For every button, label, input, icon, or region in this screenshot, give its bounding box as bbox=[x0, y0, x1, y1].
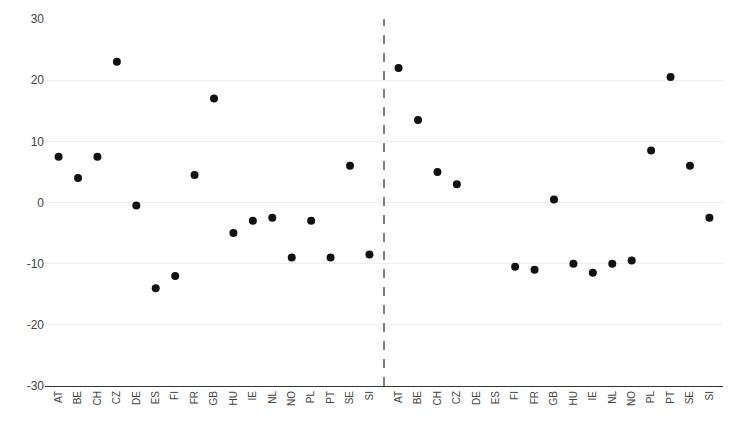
svg-text:CH: CH bbox=[432, 391, 443, 405]
svg-text:FR: FR bbox=[189, 391, 200, 404]
svg-text:IE: IE bbox=[247, 391, 258, 401]
svg-text:PT: PT bbox=[665, 391, 676, 404]
svg-text:-30: -30 bbox=[27, 379, 45, 393]
svg-text:PL: PL bbox=[645, 391, 656, 404]
svg-text:BE: BE bbox=[72, 391, 83, 405]
svg-text:SI: SI bbox=[364, 391, 375, 400]
svg-text:BE: BE bbox=[412, 391, 423, 405]
svg-text:AT: AT bbox=[393, 391, 404, 403]
svg-text:CH: CH bbox=[92, 391, 103, 405]
svg-text:FI: FI bbox=[169, 391, 180, 400]
svg-text:DE: DE bbox=[471, 391, 482, 405]
svg-text:NO: NO bbox=[286, 391, 297, 406]
svg-text:GB: GB bbox=[208, 391, 219, 406]
svg-text:IE: IE bbox=[587, 391, 598, 401]
svg-text:PL: PL bbox=[305, 391, 316, 404]
svg-text:-10: -10 bbox=[27, 257, 45, 271]
svg-text:HU: HU bbox=[568, 391, 579, 405]
svg-text:SI: SI bbox=[704, 391, 715, 400]
svg-text:SE: SE bbox=[344, 391, 355, 405]
svg-text:NL: NL bbox=[607, 391, 618, 404]
svg-text:SE: SE bbox=[684, 391, 695, 405]
svg-text:-20: -20 bbox=[27, 318, 45, 332]
svg-text:FR: FR bbox=[529, 391, 540, 404]
svg-text:FI: FI bbox=[509, 391, 520, 400]
svg-text:CZ: CZ bbox=[111, 391, 122, 404]
svg-text:NO: NO bbox=[626, 391, 637, 406]
svg-text:ES: ES bbox=[150, 391, 161, 405]
svg-text:NL: NL bbox=[267, 391, 278, 404]
svg-text:HU: HU bbox=[228, 391, 239, 405]
svg-text:GB: GB bbox=[548, 391, 559, 406]
svg-text:ES: ES bbox=[490, 391, 501, 405]
svg-text:0: 0 bbox=[37, 196, 44, 210]
svg-text:DE: DE bbox=[131, 391, 142, 405]
svg-text:10: 10 bbox=[31, 135, 45, 149]
svg-text:PT: PT bbox=[325, 391, 336, 404]
svg-text:30: 30 bbox=[31, 12, 45, 26]
svg-text:20: 20 bbox=[31, 73, 45, 87]
svg-text:CZ: CZ bbox=[451, 391, 462, 404]
svg-text:AT: AT bbox=[53, 391, 64, 403]
